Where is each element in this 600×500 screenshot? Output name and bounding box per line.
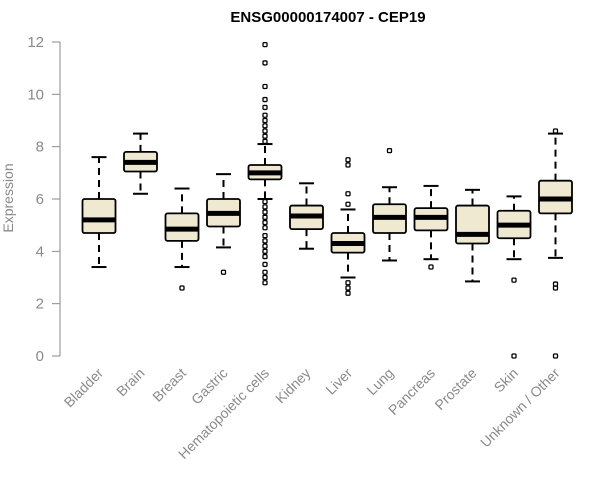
boxes-group xyxy=(81,41,573,359)
outlier-point xyxy=(262,133,268,139)
x-tick-label: Brain xyxy=(113,365,147,399)
box-hematopoietic-cells xyxy=(247,41,283,286)
outlier-point xyxy=(262,96,268,103)
outlier-point xyxy=(262,104,268,111)
outlier-point xyxy=(345,285,351,291)
outlier-point xyxy=(345,201,351,207)
outlier-point xyxy=(262,269,268,275)
outlier-point xyxy=(262,117,268,124)
outlier-point xyxy=(262,128,268,134)
y-tick-label: 2 xyxy=(36,296,44,313)
box-liver xyxy=(330,157,366,296)
x-tick-label: Bladder xyxy=(61,365,107,411)
chart-title: ENSG00000174007 - CEP19 xyxy=(230,9,425,26)
y-tick-label: 8 xyxy=(36,139,44,156)
outlier-point xyxy=(345,157,351,163)
box-prostate xyxy=(455,188,490,283)
outlier-point xyxy=(262,248,268,254)
box-skin xyxy=(496,195,532,359)
box-lung xyxy=(372,147,407,262)
box-pancreas xyxy=(413,184,449,270)
outlier-point xyxy=(345,290,351,296)
box-kidney xyxy=(289,182,324,250)
box-bladder xyxy=(81,156,117,269)
box-breast xyxy=(164,187,200,291)
outlier-point xyxy=(262,225,268,231)
outlier-point xyxy=(179,285,185,291)
outlier-point xyxy=(262,219,268,226)
outlier-point xyxy=(262,238,268,244)
outlier-point xyxy=(345,162,351,168)
y-tick-label: 6 xyxy=(36,191,44,208)
outlier-point xyxy=(262,214,268,220)
outlier-point xyxy=(552,353,559,359)
outlier-point xyxy=(262,280,268,286)
x-tick-label: Lung xyxy=(363,365,396,398)
y-tick-label: 0 xyxy=(36,348,44,365)
y-tick-label: 12 xyxy=(27,34,44,51)
x-tick-label: Breast xyxy=(149,365,189,405)
outlier-point xyxy=(262,123,268,129)
outlier-point xyxy=(262,253,268,260)
outlier-point xyxy=(262,209,268,215)
iqr-box xyxy=(455,204,490,245)
x-tick-label: Unknown / Other xyxy=(477,365,563,451)
outlier-point xyxy=(345,191,351,197)
outlier-point xyxy=(552,285,559,291)
x-tick-label: Liver xyxy=(322,365,355,398)
box-unknown-other xyxy=(538,128,573,359)
iqr-box xyxy=(81,198,117,234)
x-tick-label: Kidney xyxy=(272,365,314,407)
outlier-point xyxy=(262,138,268,145)
outlier-point xyxy=(262,261,268,268)
outlier-point xyxy=(262,198,268,205)
y-axis-label: Expression xyxy=(0,163,16,232)
outlier-point xyxy=(262,112,268,118)
outlier-point xyxy=(428,264,434,270)
outlier-point xyxy=(262,243,268,249)
box-gastric xyxy=(206,173,241,275)
outlier-point xyxy=(262,274,268,281)
y-tick-label: 4 xyxy=(36,243,44,260)
outlier-point xyxy=(262,41,268,48)
outlier-point xyxy=(220,269,227,275)
y-tick-label: 10 xyxy=(27,86,44,103)
outlier-point xyxy=(386,147,393,154)
outlier-point xyxy=(262,232,268,239)
outlier-point xyxy=(262,204,268,210)
x-tick-label: Prostate xyxy=(431,365,479,413)
x-tick-label: Skin xyxy=(491,365,522,396)
box-brain xyxy=(123,132,158,195)
outlier-point xyxy=(511,277,517,283)
y-axis-ticks: 0 2 4 6 8 10 12 xyxy=(27,34,60,365)
outlier-point xyxy=(345,280,351,286)
outlier-point xyxy=(552,128,559,134)
outlier-point xyxy=(262,83,268,90)
outlier-point xyxy=(262,60,268,66)
outlier-point xyxy=(511,353,517,359)
